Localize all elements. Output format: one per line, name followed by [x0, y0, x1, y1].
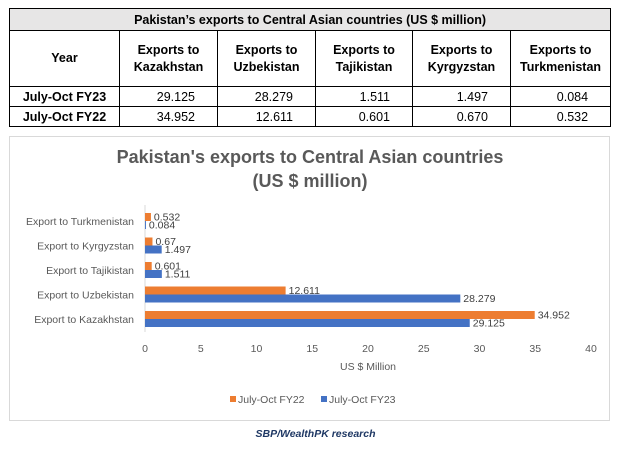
x-tick-label: 25: [418, 343, 430, 355]
cell-value: 29.125: [119, 86, 218, 107]
header-kazakhstan: Exports to Kazakhstan: [119, 30, 218, 87]
x-tick-label: 40: [585, 343, 597, 355]
legend-swatch: [230, 396, 236, 402]
data-label: 1.497: [165, 244, 191, 256]
cell-value: 0.084: [509, 86, 612, 107]
cell-value: 12.611: [217, 106, 316, 127]
bar-chart: Pakistan's exports to Central Asian coun…: [26, 147, 597, 406]
cell-value: 0.601: [315, 106, 413, 127]
legend-label: July-Oct FY22: [238, 394, 305, 406]
x-tick-label: 15: [306, 343, 318, 355]
data-label: 29.125: [473, 318, 505, 330]
bar-fy23: [145, 270, 162, 278]
header-tajikistan: Exports to Tajikistan: [315, 30, 413, 87]
category-label: Export to Kyrgyzstan: [37, 241, 134, 253]
category-label: Export to Uzbekistan: [37, 290, 134, 302]
chart-frame: Pakistan's exports to Central Asian coun…: [9, 136, 610, 421]
cell-value: 28.279: [217, 86, 316, 107]
data-label: 0.532: [154, 212, 180, 224]
data-label: 0.67: [155, 236, 176, 248]
bar-fy23: [145, 245, 162, 254]
header-year: Year: [9, 30, 120, 87]
data-label: 0.084: [149, 220, 175, 232]
bar-fy22: [145, 286, 286, 295]
cell-value: 0.532: [509, 106, 612, 127]
bar-fy22: [145, 237, 153, 246]
bar-fy23: [145, 294, 461, 303]
table-row: July-Oct FY22 34.952 12.611 0.601 0.670 …: [9, 106, 612, 127]
bar-fy23: [145, 319, 470, 327]
category-label: Export to Tajikistan: [46, 265, 134, 277]
legend-swatch: [321, 396, 327, 402]
header-turkmenistan: Exports to Turkmenistan: [509, 30, 612, 87]
chart-title: Pakistan's exports to Central Asian coun…: [117, 147, 504, 167]
table-row: July-Oct FY23 29.125 28.279 1.511 1.497 …: [9, 86, 612, 107]
table-title: Pakistan’s exports to Central Asian coun…: [8, 8, 612, 31]
x-axis-label: US $ Million: [340, 361, 396, 373]
bar-fy22: [145, 213, 151, 221]
row-year: July-Oct FY22: [9, 106, 120, 127]
x-tick-label: 10: [251, 343, 263, 355]
header-uzbekistan: Exports to Uzbekistan: [217, 30, 316, 87]
cell-value: 34.952: [119, 106, 218, 127]
bar-fy23: [145, 221, 146, 229]
legend: July-Oct FY22 July-Oct FY23: [230, 394, 396, 406]
data-label: 1.511: [165, 269, 191, 281]
x-tick-label: 0: [142, 343, 148, 355]
row-year: July-Oct FY23: [9, 86, 120, 107]
data-label: 34.952: [538, 310, 570, 322]
chart-subtitle: (US $ million): [252, 171, 367, 191]
data-label: 0.601: [155, 261, 181, 273]
header-kyrgyzstan: Exports to Kyrgyzstan: [412, 30, 511, 87]
cell-value: 0.670: [412, 106, 511, 127]
data-label: 28.279: [463, 293, 495, 305]
source-note: SBP/WealthPK research: [255, 428, 376, 440]
data-label: 12.611: [289, 285, 320, 297]
category-label: Export to Turkmenistan: [26, 216, 134, 228]
x-tick-label: 5: [198, 343, 204, 355]
category-label: Export to Kazakhstan: [34, 314, 134, 326]
x-tick-label: 20: [362, 343, 374, 355]
x-tick-label: 35: [529, 343, 541, 355]
bar-fy22: [145, 262, 152, 270]
cell-value: 1.497: [412, 86, 511, 107]
x-tick-label: 30: [474, 343, 486, 355]
bar-fy22: [145, 311, 535, 319]
exports-table: Pakistan’s exports to Central Asian coun…: [8, 8, 612, 127]
cell-value: 1.511: [315, 86, 413, 107]
legend-label: July-Oct FY23: [329, 394, 396, 406]
